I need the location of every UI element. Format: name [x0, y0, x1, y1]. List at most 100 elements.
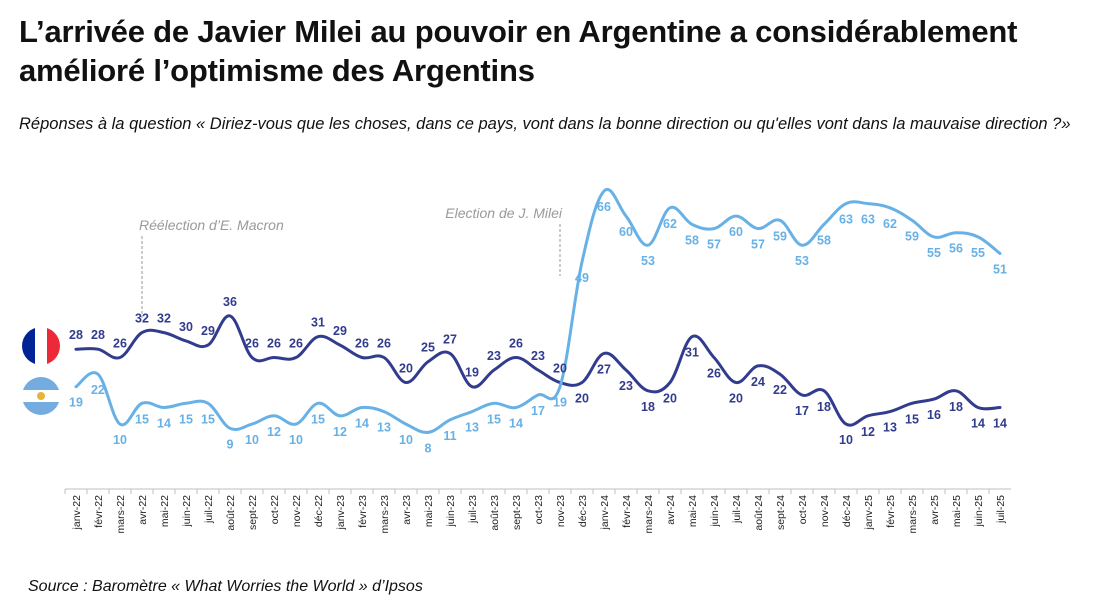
data-label-argentine: 10	[289, 433, 303, 447]
x-tick-label: oct-24	[797, 495, 809, 524]
data-label-france: 16	[927, 408, 941, 422]
x-tick-label: avr-24	[665, 495, 677, 525]
data-label-argentine: 11	[443, 429, 456, 443]
x-tick-label: févr-25	[885, 495, 897, 528]
data-label-france: 19	[465, 366, 479, 380]
data-label-france: 10	[839, 433, 853, 447]
data-label-argentine: 19	[69, 396, 83, 410]
data-label-argentine: 15	[135, 412, 149, 426]
data-label-france: 31	[685, 346, 699, 360]
data-label-france: 20	[729, 392, 743, 406]
data-labels: 28 28 26 32 32 30 29 36 26 26 26 31 29 26 26 20 25 27 19 23…	[69, 200, 1007, 455]
x-tick-label: juil-25	[995, 495, 1007, 524]
data-label-argentine: 15	[201, 412, 215, 426]
data-label-france: 15	[905, 412, 919, 426]
x-tick-label: sept-24	[775, 495, 787, 530]
data-label-france: 29	[201, 324, 215, 338]
x-tick-label: mars-22	[115, 495, 127, 534]
data-label-france: 23	[619, 379, 633, 393]
data-label-france: 20	[663, 392, 677, 406]
x-tick-label: janv-23	[335, 495, 347, 531]
data-label-argentine: 63	[839, 213, 853, 227]
data-label-argentine: 15	[179, 412, 193, 426]
x-tick-label: juil-23	[467, 495, 479, 524]
data-label-argentine: 59	[773, 229, 787, 243]
annotation-label: Election de J. Milei	[445, 205, 563, 221]
data-label-france: 20	[575, 392, 589, 406]
source-note: Source : Baromètre « What Worries the Wo…	[28, 578, 423, 595]
data-label-france: 23	[487, 349, 501, 363]
x-tick-label: juin-22	[181, 495, 193, 528]
data-label-argentine: 60	[729, 225, 743, 239]
data-label-argentine: 10	[399, 433, 413, 447]
x-tick-label: mai-24	[687, 495, 699, 527]
data-label-france: 20	[553, 362, 567, 376]
data-label-argentine: 57	[751, 238, 765, 252]
data-label-france: 27	[443, 332, 457, 346]
series-line-france	[74, 314, 1002, 427]
x-axis-ticks: janv-22 févr-22 mars-22 avr-22 mai-22 juin-22…	[64, 489, 1007, 534]
data-label-france: 28	[91, 328, 105, 342]
data-label-argentine: 14	[355, 416, 369, 430]
data-label-argentine: 62	[663, 217, 677, 231]
data-label-france: 24	[751, 375, 765, 389]
data-label-france: 20	[399, 362, 413, 376]
data-label-argentine: 13	[465, 421, 479, 435]
x-tick-label: janv-25	[863, 495, 875, 531]
data-label-france: 26	[355, 337, 369, 351]
data-label-argentine: 53	[795, 254, 809, 268]
argentina-flag-icon	[22, 377, 60, 415]
data-label-france: 18	[949, 400, 963, 414]
x-tick-label: nov-23	[555, 495, 567, 527]
data-label-france: 32	[135, 312, 149, 326]
annotation-layer: Réélection d’E. Macron Election de J. Mil…	[139, 205, 563, 318]
x-tick-label: déc-23	[577, 495, 589, 527]
x-tick-label: mai-22	[159, 495, 171, 527]
data-label-france: 22	[773, 383, 787, 397]
x-tick-label: févr-24	[621, 495, 633, 528]
x-tick-label: juin-23	[445, 495, 457, 528]
data-label-argentine: 51	[993, 263, 1007, 277]
data-label-france: 14	[971, 416, 985, 430]
x-tick-label: sept-23	[511, 495, 523, 530]
data-label-france: 12	[861, 425, 875, 439]
data-label-argentine: 14	[509, 416, 523, 430]
data-label-argentine: 17	[531, 404, 545, 418]
x-tick-label: avr-23	[401, 495, 413, 525]
data-label-argentine: 55	[927, 246, 941, 260]
data-label-france: 13	[883, 421, 897, 435]
x-tick-label: juin-25	[973, 495, 985, 528]
x-tick-label: nov-24	[819, 495, 831, 527]
data-label-argentine: 59	[905, 229, 919, 243]
sun-of-may-icon	[37, 392, 45, 400]
data-label-france: 28	[69, 328, 83, 342]
data-label-argentine: 14	[157, 416, 171, 430]
data-label-argentine: 63	[861, 213, 875, 227]
x-tick-label: mai-23	[423, 495, 435, 527]
data-label-france: 25	[421, 341, 435, 355]
data-label-argentine: 58	[817, 233, 831, 247]
data-label-france: 32	[157, 312, 171, 326]
data-label-argentine: 8	[425, 441, 432, 455]
data-label-france: 31	[311, 316, 325, 330]
data-label-argentine: 10	[113, 433, 127, 447]
data-label-france: 26	[377, 337, 391, 351]
data-label-argentine: 10	[245, 433, 259, 447]
data-label-france: 18	[641, 400, 655, 414]
data-label-argentine: 60	[619, 225, 633, 239]
x-tick-label: nov-22	[291, 495, 303, 527]
x-tick-label: mars-23	[379, 495, 391, 534]
x-tick-label: août-24	[753, 495, 765, 531]
data-label-france: 17	[795, 404, 809, 418]
data-label-argentine: 13	[377, 421, 391, 435]
data-label-argentine: 57	[707, 238, 721, 252]
data-label-argentine: 15	[311, 412, 325, 426]
data-label-argentine: 66	[597, 200, 611, 214]
data-label-argentine: 19	[553, 396, 567, 410]
x-tick-label: janv-24	[599, 495, 611, 531]
data-label-france: 26	[707, 367, 721, 381]
data-label-argentine: 53	[641, 254, 655, 268]
x-tick-label: août-23	[489, 495, 501, 531]
data-label-france: 26	[245, 337, 259, 351]
